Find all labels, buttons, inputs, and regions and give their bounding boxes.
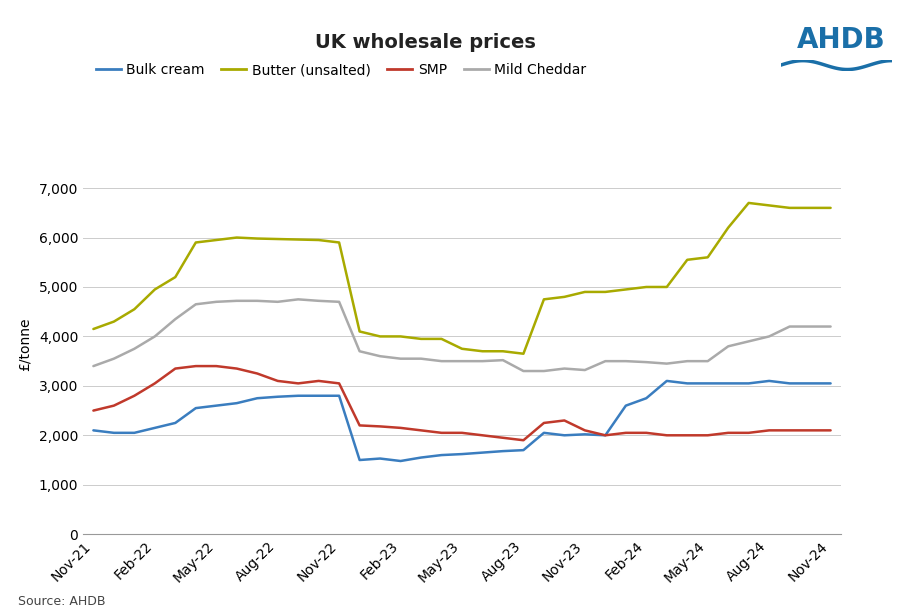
Legend: Bulk cream, Butter (unsalted), SMP, Mild Cheddar: Bulk cream, Butter (unsalted), SMP, Mild… xyxy=(91,58,592,83)
Text: UK wholesale prices: UK wholesale prices xyxy=(314,34,536,52)
Text: AHDB: AHDB xyxy=(796,26,885,54)
Y-axis label: £/tonne: £/tonne xyxy=(18,317,31,371)
Text: Source: AHDB: Source: AHDB xyxy=(18,595,106,608)
